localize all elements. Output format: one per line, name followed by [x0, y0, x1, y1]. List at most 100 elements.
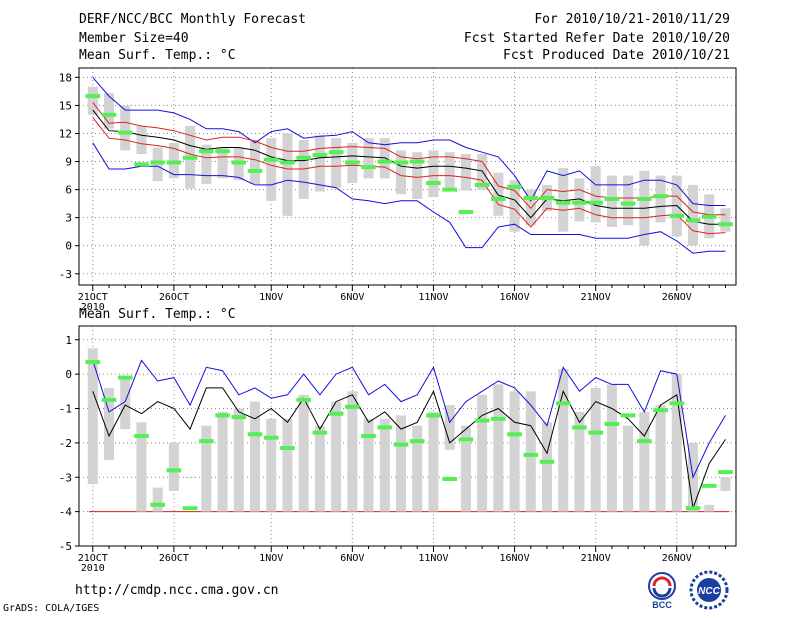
p1-box-16	[331, 138, 342, 188]
p1-xtick-label-7: 26NOV	[662, 292, 692, 303]
p2-xtick-label-7: 26NOV	[662, 553, 692, 564]
p2-xtick-label-3: 6NOV	[340, 553, 364, 564]
p2-median-26	[491, 416, 506, 421]
p1-xtick-label-4: 11NOV	[418, 292, 448, 303]
p2-median-35	[637, 439, 652, 444]
p1-ytick-label-3: 6	[65, 184, 72, 197]
p1-median-10	[231, 160, 247, 165]
p2-ytick-label-5: 0	[65, 368, 72, 381]
svg-text:NCC: NCC	[698, 586, 720, 597]
p2-box-2	[103, 387, 115, 461]
p2-box-40	[720, 477, 731, 491]
member-size-label: Member Size=40	[79, 31, 189, 46]
p2-median-3	[117, 375, 133, 380]
p1-median-19	[377, 159, 393, 164]
p1-box-2	[103, 93, 115, 129]
p2-median-2	[101, 397, 117, 402]
p1-median-40	[718, 222, 733, 227]
p2-median-29	[539, 459, 555, 464]
p1-median-17	[345, 160, 360, 165]
p2-box-20	[395, 415, 407, 512]
p2-box-22	[428, 411, 439, 512]
p2-box-37	[671, 374, 682, 512]
p1-median-16	[328, 150, 344, 155]
p2-box-28	[525, 391, 536, 512]
p2-median-24	[458, 437, 474, 442]
p1-median-27	[507, 184, 522, 189]
p1-box-31	[574, 178, 585, 222]
p1-inner-upper-line	[92, 102, 726, 216]
p1-xtick-label-5: 16NOV	[500, 292, 530, 303]
p1-box-9	[217, 147, 228, 179]
p2-median-30	[555, 401, 571, 406]
p1-xtick-label-3: 6NOV	[340, 292, 364, 303]
p2-box-21	[412, 425, 423, 512]
p1-box-36	[655, 175, 666, 223]
variable-label: Mean Surf. Temp.: °C	[79, 48, 236, 63]
p1-median-32	[588, 200, 603, 205]
p2-median-9	[215, 413, 230, 418]
p1-box-1	[87, 86, 98, 115]
p2-xtick-label-4: 11NOV	[418, 553, 448, 564]
p1-box-4	[136, 125, 147, 155]
p1-median-13	[280, 160, 295, 165]
p2-box-15	[314, 425, 325, 512]
p1-median-1	[85, 94, 101, 99]
p2-box-9	[217, 411, 228, 512]
p1-median-23	[442, 187, 457, 192]
p1-box-33	[606, 175, 617, 228]
p1-ytick-label-2: 3	[65, 212, 72, 225]
p2-ytick-label-6: 1	[65, 334, 72, 347]
p2-box-8	[201, 425, 212, 512]
p1-inner-lower-line	[92, 117, 726, 235]
p1-xtick-label-6: 21NOV	[581, 292, 611, 303]
p1-subtitle: Mean Surf. Temp.: °C	[79, 307, 236, 322]
p1-box-13	[282, 133, 293, 216]
p2-median-5	[150, 502, 165, 507]
p2-median-18	[361, 434, 376, 438]
p1-xtick-year: 2010	[81, 302, 105, 313]
p2-median-34	[620, 413, 636, 418]
svg-text:BCC: BCC	[652, 600, 672, 610]
p1-box-21	[412, 152, 423, 199]
p1-median-22	[426, 181, 441, 186]
p2-median-27	[507, 432, 522, 437]
p1-median-8	[199, 149, 214, 154]
p1-box-18	[363, 138, 374, 179]
p1-box-30	[558, 168, 569, 232]
p1-box-22	[428, 150, 439, 198]
p2-median-20	[393, 442, 409, 447]
p2-median-12	[263, 435, 279, 440]
source-url[interactable]: http://cmdp.ncc.cma.gov.cn	[75, 583, 279, 598]
p1-median-34	[620, 201, 636, 206]
p2-xtick-year: 2010	[81, 563, 105, 574]
p2-median-25	[474, 418, 490, 423]
p1-median-9	[215, 149, 230, 154]
p2-box-35	[639, 411, 650, 512]
p2-ytick-label-1: -4	[59, 506, 73, 519]
p1-median-33	[604, 196, 620, 201]
ncc-logo: NCC	[689, 570, 729, 610]
p1-median-26	[491, 196, 506, 201]
p2-ytick-label-0: -5	[59, 540, 72, 553]
p1-median-18	[361, 165, 376, 170]
p1-xtick-label-1: 26OCT	[159, 292, 189, 303]
chart-title: DERF/NCC/BCC Monthly Forecast	[79, 12, 306, 27]
p2-median-33	[604, 421, 620, 426]
p1-box-23	[444, 152, 455, 192]
p2-ytick-label-4: -1	[59, 403, 72, 416]
p1-median-38	[685, 218, 701, 223]
p1-box-26	[493, 172, 504, 216]
p1-ytick-label-7: 18	[59, 71, 72, 84]
p1-frame	[78, 67, 737, 286]
p2-median-1	[85, 360, 101, 365]
p2-box-16	[331, 401, 342, 512]
p2-median-6	[166, 468, 182, 473]
p2-box-32	[590, 387, 601, 512]
p1-ytick-label-6: 15	[59, 99, 72, 112]
p1-box-15	[314, 135, 325, 192]
p2-ytick-label-2: -3	[59, 471, 72, 484]
p1-median-28	[523, 196, 539, 201]
p1-outer-upper-line	[92, 77, 726, 206]
fcst-produced-date: Fcst Produced Date 2010/10/21	[503, 48, 730, 63]
